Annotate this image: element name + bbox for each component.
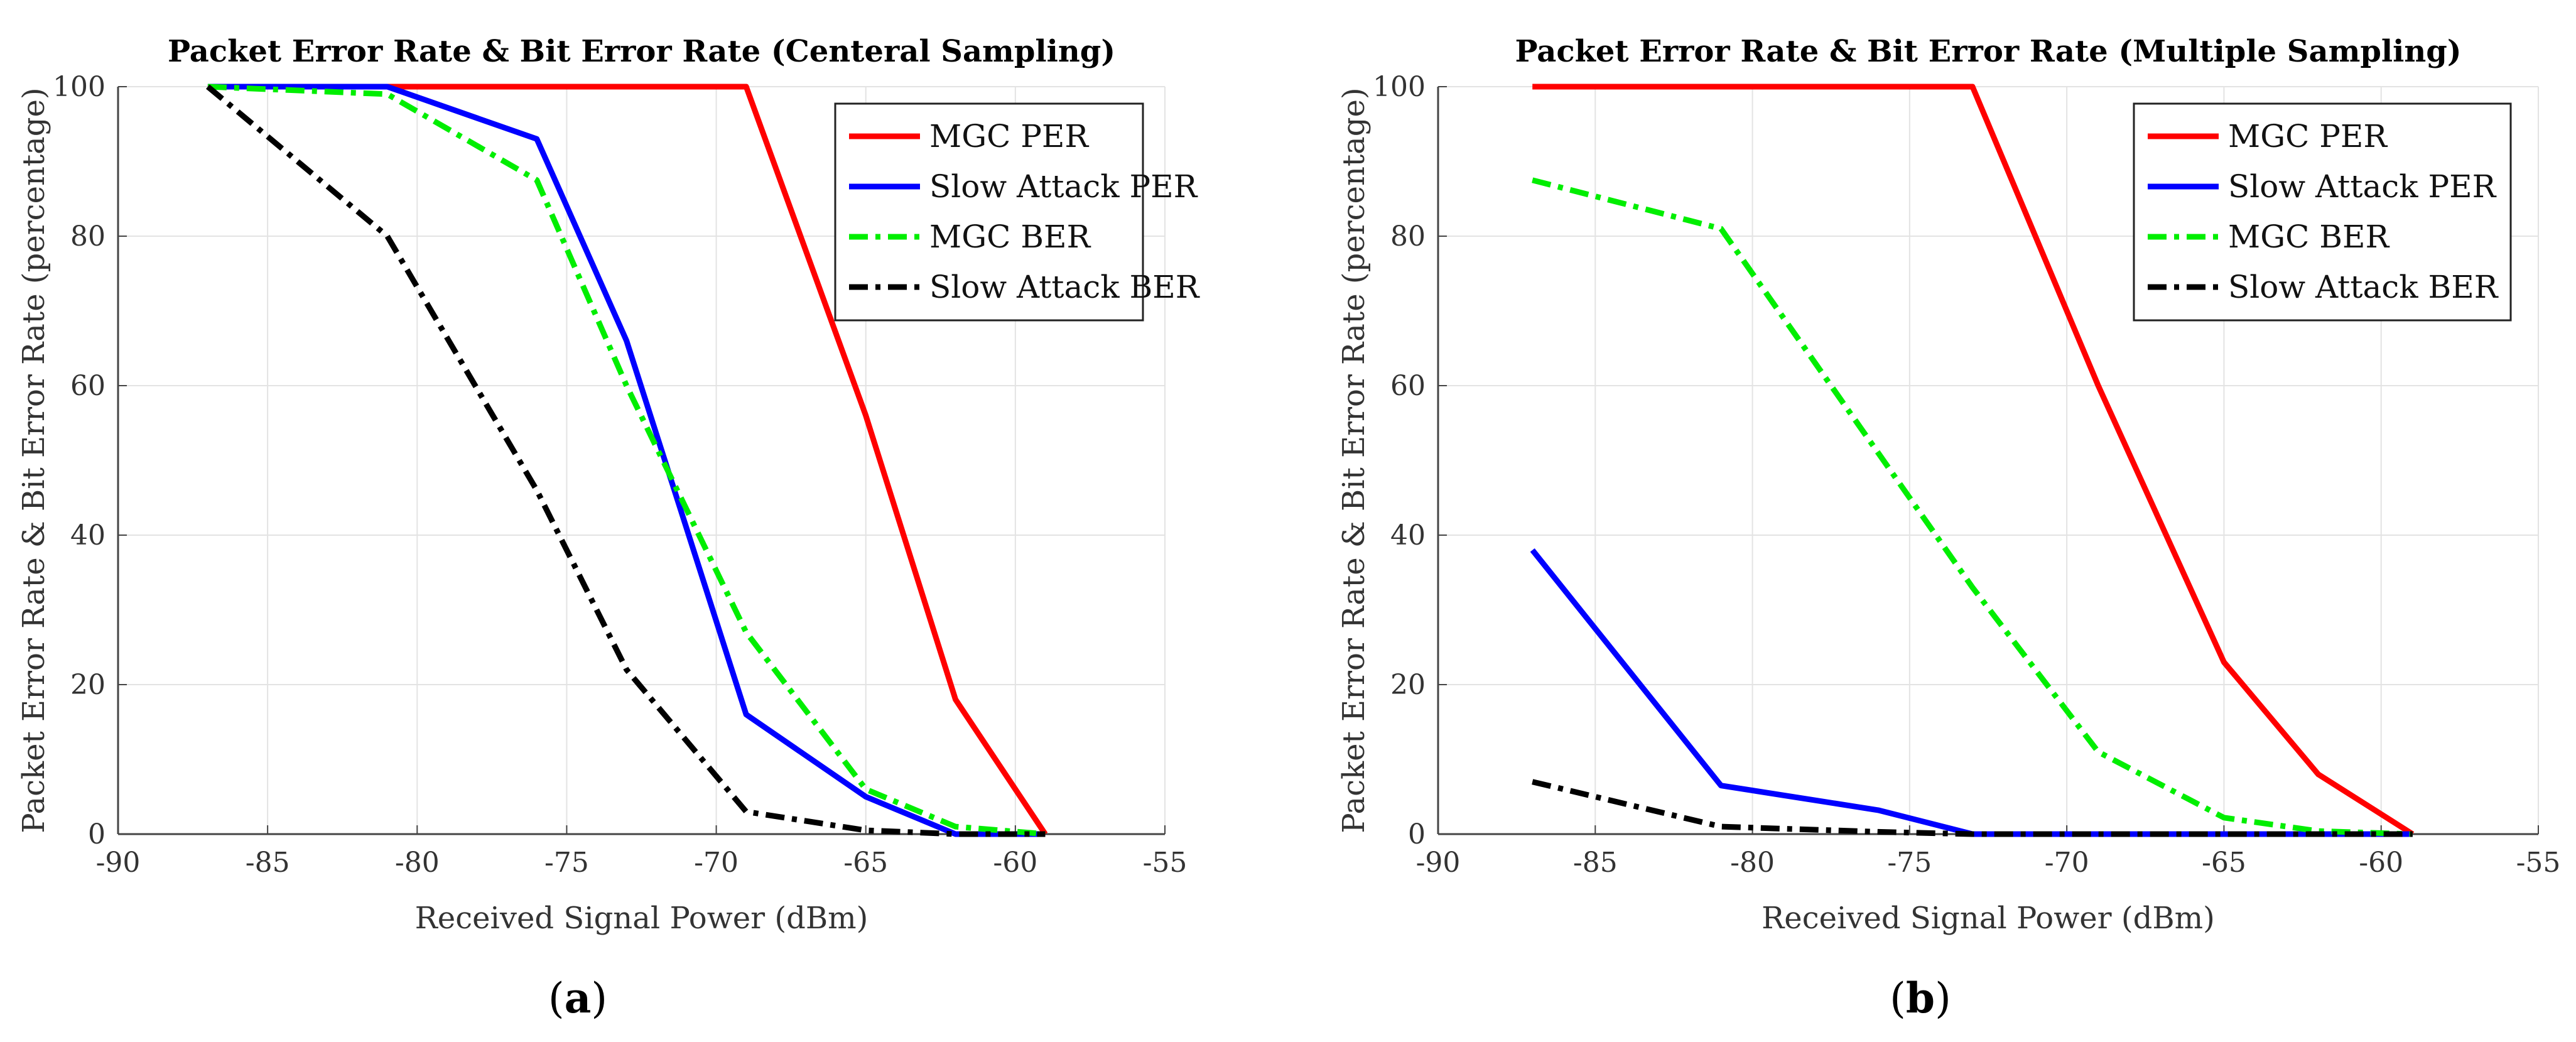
legend-label: Slow Attack PER xyxy=(929,168,1198,205)
panel-label-letter: b xyxy=(1906,974,1935,1023)
chart-title: Packet Error Rate & Bit Error Rate (Mult… xyxy=(1515,34,2461,69)
panel-label-open: ( xyxy=(548,974,565,1023)
legend-label: Slow Attack PER xyxy=(2228,168,2497,205)
x-tick-label: -75 xyxy=(1887,847,1932,879)
x-axis-label: Received Signal Power (dBm) xyxy=(1762,901,2215,936)
series-line-slow-attack-ber xyxy=(206,84,1046,837)
x-tick-label: -60 xyxy=(993,847,1037,879)
x-tick-label: -75 xyxy=(544,847,589,879)
chart-title: Packet Error Rate & Bit Error Rate (Cent… xyxy=(168,34,1115,69)
series-line-slow-attack-ber xyxy=(1532,779,2413,837)
legend-label: Slow Attack BER xyxy=(2228,269,2499,305)
y-tick-label: 40 xyxy=(70,519,106,551)
chart-panel-b: -90 -85 -80 -75 -70 -65 -60 -55020406080100Pack… xyxy=(1336,34,2560,1023)
panel-label-open: ( xyxy=(1890,974,1906,1023)
legend-label: MGC PER xyxy=(929,118,1089,155)
y-tick-label: 80 xyxy=(70,220,106,252)
legend-label: MGC PER xyxy=(2228,118,2388,155)
x-tick-label: -90 xyxy=(96,847,141,879)
y-axis-label: Packet Error Rate & Bit Error Rate (perc… xyxy=(1336,87,1372,833)
y-tick-label: 100 xyxy=(53,71,106,103)
x-tick-label: -60 xyxy=(2359,847,2403,879)
x-tick-label: -85 xyxy=(1573,847,1618,879)
legend-label: MGC BER xyxy=(2228,219,2390,255)
x-tick-label: -55 xyxy=(2516,847,2561,879)
y-tick-label: 20 xyxy=(70,669,106,701)
y-tick-label: 60 xyxy=(70,370,106,402)
x-tick-label: -70 xyxy=(2045,847,2089,879)
series-line-slow-attack-per xyxy=(207,84,1046,837)
x-tick-label: -65 xyxy=(2202,847,2246,879)
series-line-mgc-per xyxy=(1532,84,2415,837)
x-tick-label: -85 xyxy=(246,847,290,879)
x-axis-label: Received Signal Power (dBm) xyxy=(415,901,869,936)
y-tick-label: 60 xyxy=(1390,370,1426,402)
panel-label-close: ) xyxy=(591,974,607,1023)
legend-label: Slow Attack BER xyxy=(929,269,1200,305)
y-axis-label: Packet Error Rate & Bit Error Rate (perc… xyxy=(16,87,51,833)
x-tick-label: -80 xyxy=(395,847,440,879)
x-tick-label: -90 xyxy=(1416,847,1461,879)
series-line-mgc-ber xyxy=(1532,177,2413,837)
panel-label-letter: a xyxy=(565,974,592,1023)
series-line-mgc-ber xyxy=(207,84,1046,837)
legend-box xyxy=(834,102,1144,322)
x-tick-label: -80 xyxy=(1730,847,1775,879)
y-tick-label: 20 xyxy=(1390,669,1426,701)
legend: MGC PER Slow Attack PER MGC BER Slow Attack… xyxy=(834,102,1200,322)
x-tick-label: -70 xyxy=(694,847,739,879)
x-tick-label: -55 xyxy=(1143,847,1188,879)
y-tick-label: 100 xyxy=(1373,71,1426,103)
y-tick-label: 0 xyxy=(1408,818,1426,850)
legend-label: MGC BER xyxy=(929,219,1091,255)
panel-label: (a) xyxy=(548,974,607,1023)
y-tick-label: 40 xyxy=(1390,519,1426,551)
x-tick-label: -65 xyxy=(843,847,888,879)
legend: MGC PER Slow Attack PER MGC BER Slow Attack… xyxy=(2133,102,2512,322)
y-tick-label: 0 xyxy=(88,818,106,850)
y-tick-label: 80 xyxy=(1390,220,1426,252)
panel-label: (b) xyxy=(1890,974,1951,1023)
chart-panel-a: -90 -85 -80 -75 -70 -65 -60 -55020406080100Pack… xyxy=(16,34,1200,1023)
panel-label-close: ) xyxy=(1935,974,1951,1023)
series-line-mgc-per xyxy=(207,84,1048,836)
